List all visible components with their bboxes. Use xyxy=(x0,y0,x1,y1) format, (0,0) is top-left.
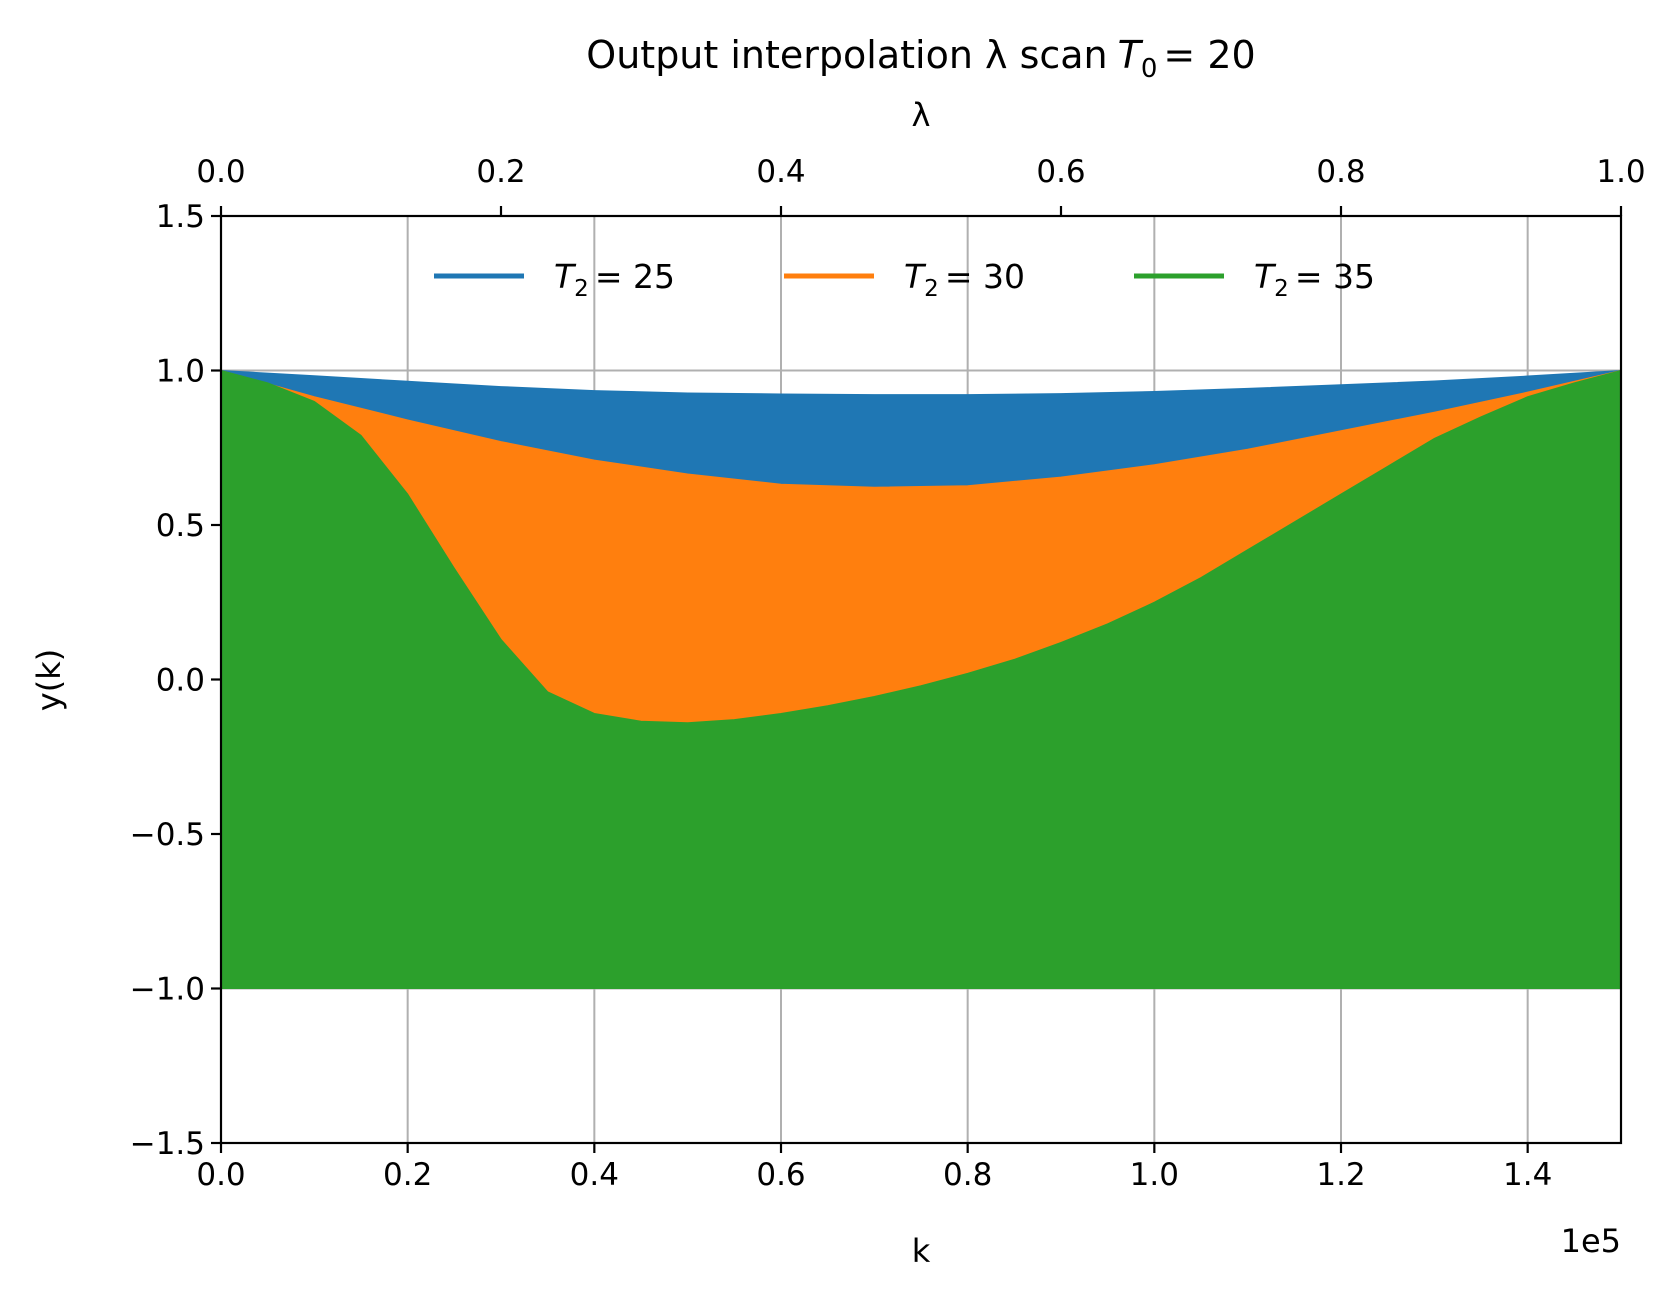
top-tick-label: 0.2 xyxy=(476,154,525,190)
chart-title: Output interpolation λ scan T0 = 20 xyxy=(586,33,1255,84)
chart-title-sub: 0 xyxy=(1141,54,1158,84)
legend-label-1: T2 = 25 xyxy=(554,257,675,302)
y-tick-label: −1.5 xyxy=(130,1126,205,1162)
legend: T2 = 25 T2 = 30 T2 = 35 xyxy=(434,257,1375,302)
ticks: 0.0 0.2 0.4 0.6 0.8 1.0 1.2 1.4 −1.5 −1.0 −0.5 0.0 0… xyxy=(130,154,1646,1193)
x-tick-label: 0.2 xyxy=(383,1157,432,1193)
x-tick-label: 0.6 xyxy=(756,1157,805,1193)
legend-label-3: T2 = 35 xyxy=(1254,257,1375,302)
y-tick-label: 0.0 xyxy=(156,663,205,699)
x-axis-label: k xyxy=(912,1232,931,1270)
x-tick-label: 1.4 xyxy=(1503,1157,1552,1193)
x-offset-label: 1e5 xyxy=(1561,1222,1621,1260)
legend-label-2: T2 = 30 xyxy=(904,257,1025,302)
top-tick-label: 0.6 xyxy=(1036,154,1085,190)
y-tick-label: 1.0 xyxy=(156,354,205,390)
y-tick-label: −1.0 xyxy=(130,972,205,1008)
y-tick-label: 1.5 xyxy=(156,199,205,235)
chart-title-var: T xyxy=(1118,33,1144,77)
y-tick-label: −0.5 xyxy=(130,817,205,853)
y-axis-label: y(k) xyxy=(30,649,68,711)
chart-title-rel: = 20 xyxy=(1163,33,1255,77)
top-tick-label: 0.8 xyxy=(1316,154,1365,190)
series-areas xyxy=(220,369,1622,990)
x-tick-label: 1.2 xyxy=(1316,1157,1365,1193)
x-tick-label: 0.4 xyxy=(570,1157,619,1193)
top-tick-label: 0.0 xyxy=(196,154,245,190)
y-tick-label: 0.5 xyxy=(156,508,205,544)
x-tick-label: 0.8 xyxy=(943,1157,992,1193)
top-tick-label: 1.0 xyxy=(1596,154,1645,190)
x-tick-label: 0.0 xyxy=(196,1157,245,1193)
top-tick-label: 0.4 xyxy=(756,154,805,190)
labels: Output interpolation λ scan T0 = 20 λ k 1e… xyxy=(30,33,1621,1270)
x-tick-label: 1.0 xyxy=(1130,1157,1179,1193)
chart-title-text: Output interpolation λ scan xyxy=(586,33,1107,77)
top-axis-label: λ xyxy=(912,96,931,134)
